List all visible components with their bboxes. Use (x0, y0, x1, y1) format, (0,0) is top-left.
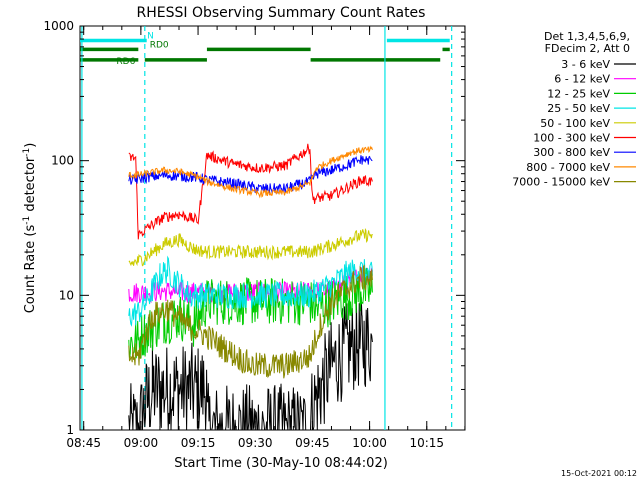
x-tick-label: 09:15 (181, 436, 216, 450)
legend-entry-label: 6 - 12 keV (554, 73, 610, 86)
series-line (128, 255, 373, 327)
legend-entry-label: 800 - 7000 keV (526, 161, 610, 174)
flag-label: RD6 (116, 57, 135, 67)
series-line (128, 264, 373, 379)
flag-label: N (147, 32, 154, 42)
series-line (128, 155, 373, 195)
y-axis-ticks: 1 10 100 1000 (43, 19, 465, 437)
x-tick-label: 08:45 (66, 436, 101, 450)
x-axis-label: Start Time (30-May-10 08:44:02) (174, 456, 388, 471)
legend-header-line-1: Det 1,3,4,5,6,9, (544, 30, 630, 43)
y-tick-label: 1 (66, 423, 74, 437)
x-axis-ticks: 08:45 09:00 09:15 09:30 09:45 10:00 10:15 (66, 26, 466, 450)
legend-entry-label: 300 - 800 keV (533, 146, 610, 159)
legend-entry-label: 7000 - 15000 keV (512, 176, 610, 189)
legend-entry-label: 100 - 300 keV (533, 132, 610, 145)
time-markers (81, 26, 453, 430)
legend-entry-label: 50 - 100 keV (540, 117, 610, 130)
y-tick-label: 100 (51, 154, 74, 168)
legend-entry-label: 25 - 50 keV (547, 102, 610, 115)
chart-title: RHESSI Observing Summary Count Rates (137, 5, 426, 21)
y-tick-label: 10 (59, 288, 74, 302)
y-tick-label: 1000 (43, 19, 74, 33)
legend-entry-label: 12 - 25 keV (547, 87, 610, 100)
legend: Det 1,3,4,5,6,9, FDecim 2, Att 0 3 - 6 k… (512, 30, 636, 189)
series-line (128, 145, 373, 199)
legend-header-line-2: FDecim 2, Att 0 (545, 42, 630, 55)
series-line (128, 227, 373, 267)
x-tick-label: 10:15 (409, 436, 444, 450)
series-line (128, 143, 373, 240)
legend-entry-label: 3 - 6 keV (561, 58, 610, 71)
series-line (128, 296, 373, 431)
x-tick-label: 09:00 (124, 436, 159, 450)
x-tick-label: 09:30 (238, 436, 273, 450)
flag-label: RD0 (150, 40, 169, 50)
x-tick-label: 09:45 (295, 436, 330, 450)
y-axis-label: Count Rate (s-1 detector-1) (22, 143, 38, 314)
x-tick-label: 10:00 (352, 436, 387, 450)
data-series (128, 143, 373, 431)
timestamp: 15-Oct-2021 00:12 (561, 469, 637, 478)
